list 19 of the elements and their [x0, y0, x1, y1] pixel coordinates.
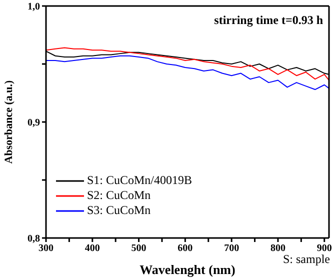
y-tick-label: 1,0 — [28, 2, 40, 13]
x-tick-label: 500 — [131, 243, 146, 254]
annotation: stirring time t=0.93 h — [214, 13, 323, 28]
y-tick-label: 0,9 — [28, 118, 40, 129]
x-tick-label: 400 — [84, 243, 100, 254]
text: S: sample — [283, 252, 330, 267]
y-tick-label: 0,8 — [28, 234, 40, 245]
x-tick-label: 300 — [38, 243, 54, 254]
legend-label: S1: CuCoMn/40019B — [87, 173, 192, 188]
legend-label: S3: CuCoMn — [87, 203, 151, 218]
x-axis-title: Wavelenght (nm) — [140, 262, 236, 277]
x-tick-label: 700 — [224, 243, 240, 254]
line-series — [46, 47, 329, 81]
line-series — [46, 55, 329, 90]
x-tick-label: 900 — [316, 243, 332, 254]
x-tick-label: 600 — [178, 243, 193, 254]
legend-label: S2: CuCoMn — [87, 188, 151, 203]
x-tick-label: 800 — [270, 243, 286, 254]
y-axis-title: Absorbance (a.u.) — [2, 80, 15, 164]
